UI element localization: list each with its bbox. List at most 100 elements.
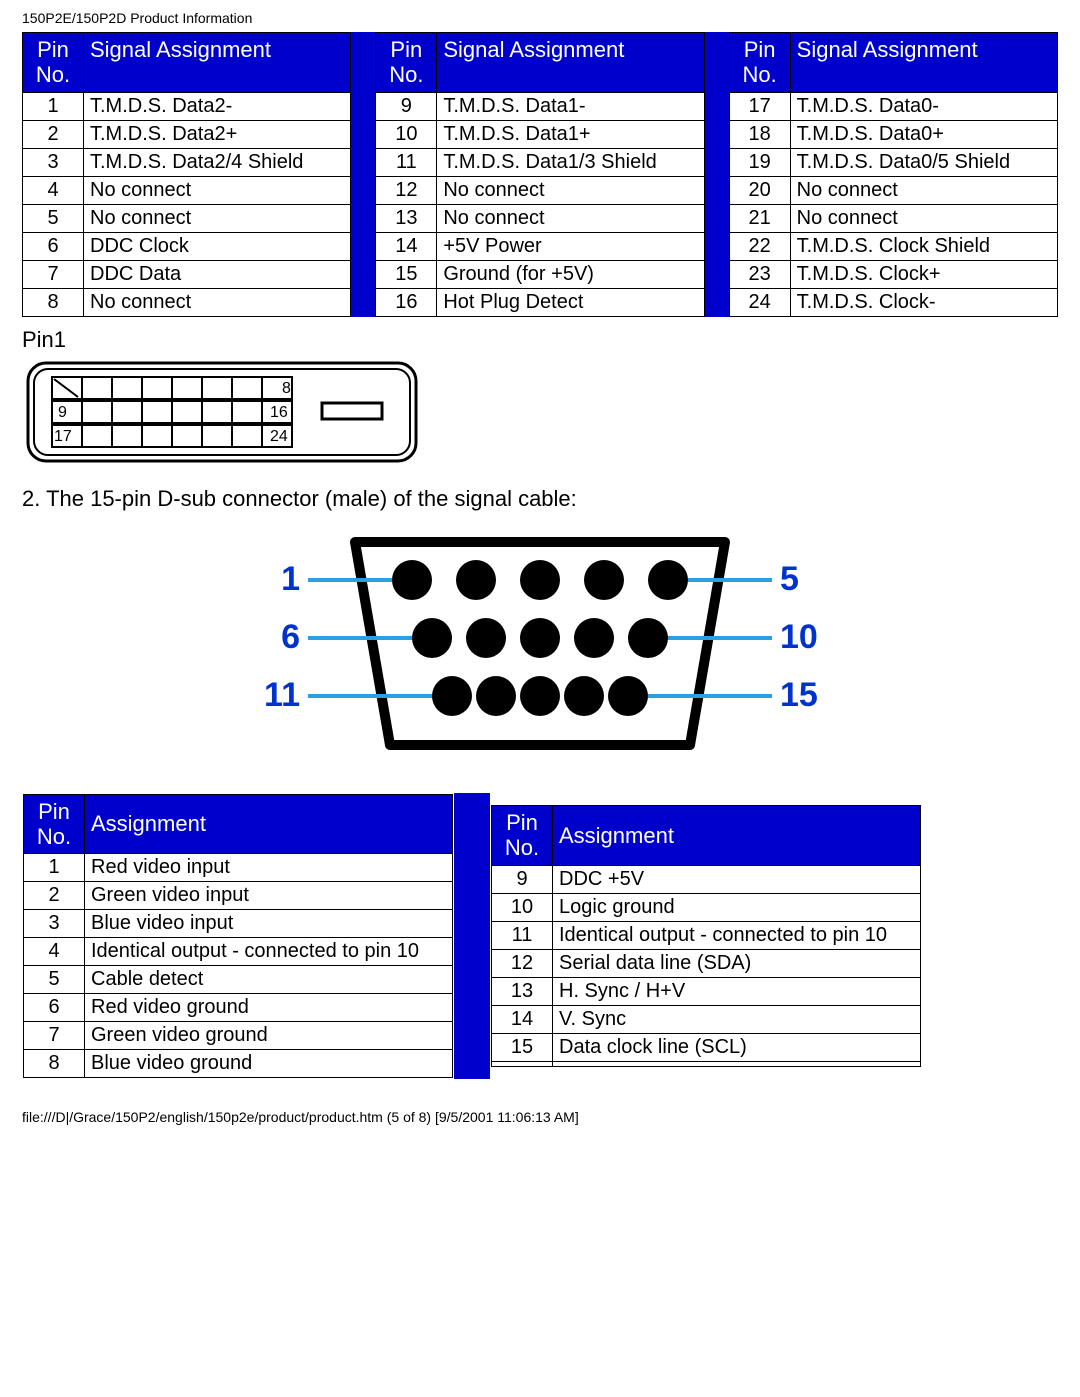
pin-number: 6 xyxy=(24,994,85,1022)
table-row: 23T.M.D.S. Clock+ xyxy=(729,260,1057,288)
pin-number: 4 xyxy=(24,938,85,966)
vga-pin-table: PinNo.Assignment1Red video input2Green v… xyxy=(22,793,922,1080)
pin-number: 19 xyxy=(729,148,790,176)
col-header-signal: Assignment xyxy=(553,806,921,866)
pin-signal: No connect xyxy=(84,288,351,316)
pin-number: 22 xyxy=(729,232,790,260)
page-footer: file:///D|/Grace/150P2/english/150p2e/pr… xyxy=(22,1109,1058,1125)
pin-number: 20 xyxy=(729,176,790,204)
pin-signal: Ground (for +5V) xyxy=(437,260,704,288)
pin-number: 14 xyxy=(376,232,437,260)
pin-signal: No connect xyxy=(84,204,351,232)
pin-number: 13 xyxy=(376,204,437,232)
pin-number: 11 xyxy=(376,148,437,176)
pin-signal: T.M.D.S. Clock- xyxy=(790,288,1057,316)
table-row: 20No connect xyxy=(729,176,1057,204)
svg-text:6: 6 xyxy=(281,618,300,656)
table-row: 13No connect xyxy=(376,204,704,232)
dvi-label-17: 17 xyxy=(54,428,72,445)
table-row: 19T.M.D.S. Data0/5 Shield xyxy=(729,148,1057,176)
page-header: 150P2E/150P2D Product Information xyxy=(22,10,1058,26)
pin-signal: Identical output - connected to pin 10 xyxy=(553,921,921,949)
table-row: 22T.M.D.S. Clock Shield xyxy=(729,232,1057,260)
pin-number: 8 xyxy=(24,1050,85,1078)
pin-signal: Hot Plug Detect xyxy=(437,288,704,316)
table-row: 12No connect xyxy=(376,176,704,204)
pin-signal: V. Sync xyxy=(553,1005,921,1033)
pin-signal: Green video input xyxy=(85,882,453,910)
svg-text:1: 1 xyxy=(281,560,300,598)
svg-text:11: 11 xyxy=(264,676,300,714)
pin-signal: No connect xyxy=(84,176,351,204)
pin-number xyxy=(492,1061,553,1066)
table-row: 7Green video ground xyxy=(24,1022,453,1050)
table-row: 12Serial data line (SDA) xyxy=(492,949,921,977)
pin-number: 6 xyxy=(23,232,84,260)
table-row: 4Identical output - connected to pin 10 xyxy=(24,938,453,966)
pin-number: 17 xyxy=(729,92,790,120)
pin-number: 18 xyxy=(729,120,790,148)
pin-number: 1 xyxy=(23,92,84,120)
pin-signal: DDC +5V xyxy=(553,865,921,893)
pin-signal: No connect xyxy=(790,176,1057,204)
pin-number: 15 xyxy=(376,260,437,288)
dvi-label-9: 9 xyxy=(58,404,67,421)
table-row: 15Data clock line (SCL) xyxy=(492,1033,921,1061)
pin-signal: Cable detect xyxy=(85,966,453,994)
table-row: 11Identical output - connected to pin 10 xyxy=(492,921,921,949)
table-row: 2Green video input xyxy=(24,882,453,910)
pin-signal: DDC Data xyxy=(84,260,351,288)
pin-signal: Red video ground xyxy=(85,994,453,1022)
pin-number: 10 xyxy=(492,893,553,921)
col-header-pin: PinNo. xyxy=(729,33,790,93)
pin-number: 9 xyxy=(492,865,553,893)
col-header-signal: Assignment xyxy=(85,794,453,854)
table-row: 18T.M.D.S. Data0+ xyxy=(729,120,1057,148)
pin-signal: +5V Power xyxy=(437,232,704,260)
pin-number: 5 xyxy=(24,966,85,994)
pin-number: 11 xyxy=(492,921,553,949)
pin-number: 24 xyxy=(729,288,790,316)
pin-number: 5 xyxy=(23,204,84,232)
table-row: 13H. Sync / H+V xyxy=(492,977,921,1005)
pin-signal: T.M.D.S. Data2/4 Shield xyxy=(84,148,351,176)
pin-signal: T.M.D.S. Data0- xyxy=(790,92,1057,120)
table-row: 21No connect xyxy=(729,204,1057,232)
table-row xyxy=(492,1061,921,1066)
pin-number: 8 xyxy=(23,288,84,316)
col-header-signal: Signal Assignment xyxy=(790,33,1057,93)
table-row: 11T.M.D.S. Data1/3 Shield xyxy=(376,148,704,176)
pin-signal: Green video ground xyxy=(85,1022,453,1050)
table-row: 17T.M.D.S. Data0- xyxy=(729,92,1057,120)
svg-text:15: 15 xyxy=(780,676,818,714)
pin-number: 2 xyxy=(23,120,84,148)
col-header-signal: Signal Assignment xyxy=(84,33,351,93)
pin-number: 9 xyxy=(376,92,437,120)
pin-signal: T.M.D.S. Data1/3 Shield xyxy=(437,148,704,176)
col-header-signal: Signal Assignment xyxy=(437,33,704,93)
table-row: 8Blue video ground xyxy=(24,1050,453,1078)
vga-description: 2. The 15-pin D-sub connector (male) of … xyxy=(22,486,1058,512)
table-row: 3Blue video input xyxy=(24,910,453,938)
pin1-label: Pin1 xyxy=(22,327,1058,353)
dvi-label-8: 8 xyxy=(282,380,291,397)
dvi-connector-diagram: 8 9 16 17 24 xyxy=(22,357,1058,472)
pin-signal: Blue video input xyxy=(85,910,453,938)
pin-number: 7 xyxy=(24,1022,85,1050)
pin-signal: T.M.D.S. Data0/5 Shield xyxy=(790,148,1057,176)
svg-text:5: 5 xyxy=(780,560,799,598)
table-row: 4No connect xyxy=(23,176,351,204)
table-row: 16Hot Plug Detect xyxy=(376,288,704,316)
table-row: 15Ground (for +5V) xyxy=(376,260,704,288)
table-row: 3T.M.D.S. Data2/4 Shield xyxy=(23,148,351,176)
col-header-pin: PinNo. xyxy=(492,806,553,866)
table-row: 1T.M.D.S. Data2- xyxy=(23,92,351,120)
table-row: 7DDC Data xyxy=(23,260,351,288)
pin-number: 3 xyxy=(24,910,85,938)
table-row: 1Red video input xyxy=(24,854,453,882)
pin-number: 15 xyxy=(492,1033,553,1061)
pin-signal: T.M.D.S. Data1- xyxy=(437,92,704,120)
table-row: 6Red video ground xyxy=(24,994,453,1022)
pin-number: 7 xyxy=(23,260,84,288)
pin-signal: DDC Clock xyxy=(84,232,351,260)
